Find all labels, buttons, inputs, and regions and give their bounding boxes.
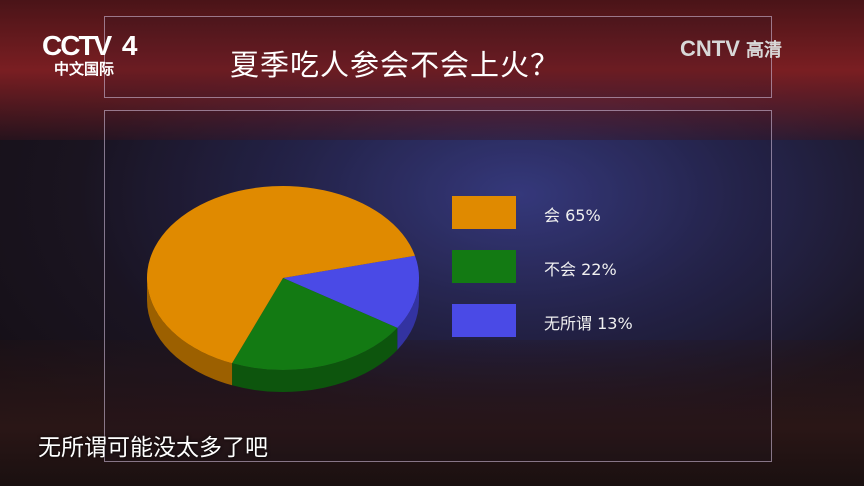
pie-side-不会 — [232, 327, 398, 392]
logo-subtitle: 中文国际 — [54, 60, 115, 78]
pie-side-会 — [147, 278, 233, 386]
legend-label: 不会 22% — [544, 260, 617, 279]
legend-label: 会 65% — [544, 206, 601, 225]
page-title: 夏季吃人参会不会上火？ — [230, 48, 561, 82]
background-top — [0, 0, 864, 140]
subtitle-caption: 无所谓可能没太多了吧 — [38, 435, 268, 461]
title-panel — [104, 16, 772, 98]
logo-number: 4 — [121, 30, 138, 61]
legend-swatch — [452, 196, 516, 229]
legend-label: 无所谓 13% — [544, 314, 633, 333]
pie-side-无所谓 — [397, 278, 419, 350]
legend-swatch — [452, 250, 516, 283]
watermark-brand: CNTV — [680, 36, 740, 61]
legend-swatch — [452, 304, 516, 337]
cctv4-logo: CCTV 4 中文国际 — [42, 30, 138, 79]
pie-slice-会 — [147, 185, 415, 364]
pie-slice-无所谓 — [283, 255, 419, 328]
cntv-hd-watermark: CNTV 高清 — [680, 36, 782, 62]
logo-channel: CCTV — [42, 30, 112, 61]
pie-slice-不会 — [232, 278, 398, 370]
watermark-label: 高清 — [746, 40, 783, 60]
